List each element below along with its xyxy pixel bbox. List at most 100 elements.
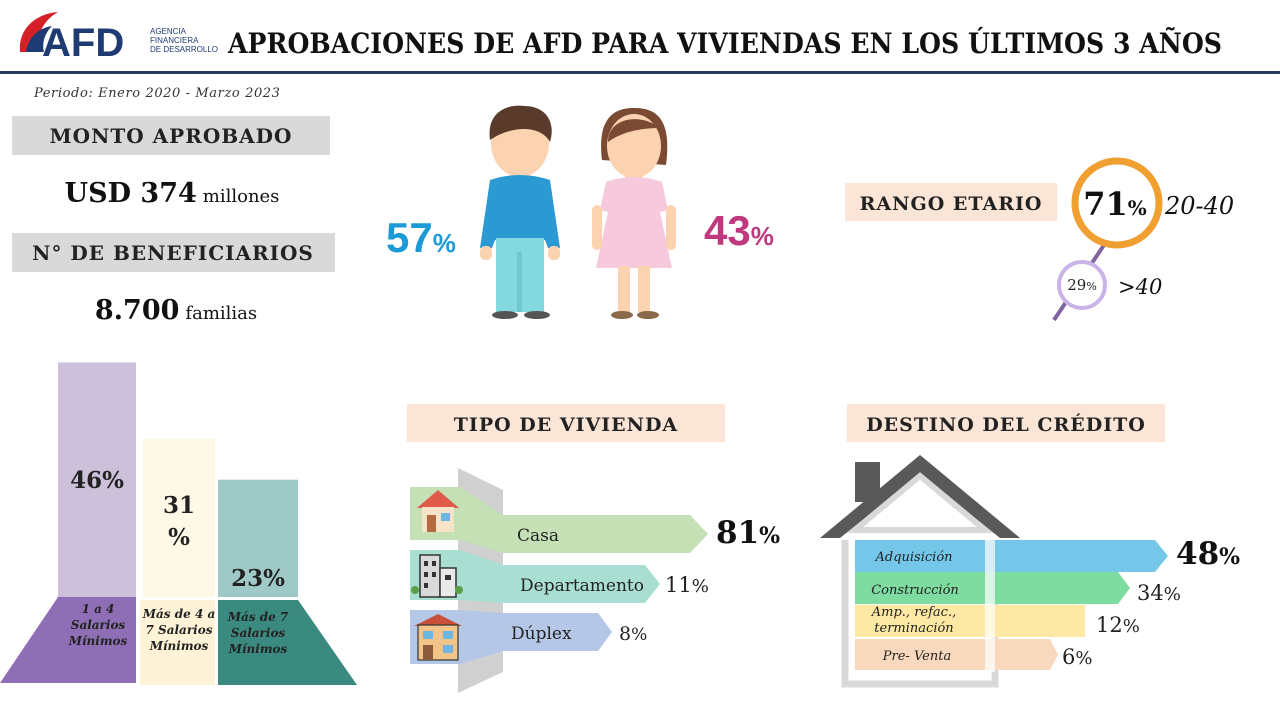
building-icon: [411, 554, 463, 598]
salary-label: Más de 7 Salarios Mínimos: [227, 610, 289, 656]
beneficiaries-value: 8.700: [95, 295, 180, 326]
salary-share: 23%: [231, 565, 285, 592]
destination-value: 48: [1176, 536, 1219, 572]
salary-bar: [58, 362, 136, 597]
men-share: 57%: [386, 214, 456, 261]
destination-name: Amp., refac., terminación: [871, 605, 956, 636]
housing-unit: %: [692, 576, 709, 597]
housing-arrow: [410, 550, 660, 603]
destination-unit: %: [1123, 616, 1140, 637]
destination-value: 34: [1137, 581, 1164, 605]
housing-arrow: [410, 610, 612, 664]
housing-name: Dúplex: [511, 624, 572, 644]
salary-unit: %: [102, 467, 124, 494]
amount-value: USD 374: [65, 178, 197, 209]
salary-bar: [143, 438, 215, 597]
destination-title: DESTINO DEL CRÉDITO: [866, 413, 1146, 436]
header-rule: [0, 71, 1280, 74]
salary-value: 31: [163, 492, 195, 519]
housing-unit: %: [631, 625, 647, 645]
men-value: 57: [386, 214, 433, 261]
destination-name-line: Amp., refac.,: [871, 605, 956, 620]
house-wall: [985, 540, 995, 672]
destination-name: Construcción: [871, 583, 959, 598]
destination-unit: %: [1075, 648, 1092, 669]
destination-unit: %: [1164, 584, 1181, 605]
housing-arrow: [410, 487, 708, 553]
beneficiaries-unit: familias: [185, 303, 257, 324]
housing-name: Casa: [517, 526, 559, 546]
destination-value: 6: [1062, 645, 1075, 669]
logo: AFD AGENCIA FINANCIERA DE DESARROLLO: [19, 12, 218, 65]
age-value: 71: [1083, 185, 1128, 223]
destination-bar: [855, 639, 1058, 670]
housing-value: 8: [619, 623, 631, 645]
destination-name-line: terminación: [874, 621, 953, 636]
destination-bar: [855, 605, 1085, 637]
housing-value: 11: [665, 573, 692, 597]
salary-unit: %: [263, 565, 285, 592]
housing-share: 8%: [619, 623, 647, 645]
label-box: [12, 116, 330, 155]
salary-base: [0, 597, 136, 683]
duplex-icon: [414, 614, 462, 661]
destination-share: 48%: [1176, 536, 1240, 572]
women-share: 43%: [704, 207, 774, 254]
page-title: APROBACIONES DE AFD PARA VIVIENDAS EN LO…: [227, 26, 1222, 60]
women-unit: %: [751, 221, 774, 251]
age-value: 29: [1067, 276, 1086, 294]
logo-subtitle: FINANCIERA: [150, 36, 199, 45]
destination-share: 12%: [1096, 613, 1140, 637]
housing-unit: %: [759, 523, 780, 549]
salary-value: 46: [70, 467, 102, 494]
logo-swoosh: [26, 26, 52, 52]
salary-chart: 46% 31 % 23%: [0, 362, 357, 685]
beneficiaries: 8.700 familias: [95, 295, 257, 326]
destination-name: Adquisición: [874, 550, 952, 565]
salary-base: [140, 600, 215, 685]
age-unit: %: [1086, 280, 1096, 293]
salary-share: 46%: [70, 467, 124, 494]
salary-base: [218, 600, 357, 685]
destination-name: Pre- Venta: [882, 649, 951, 664]
label-box: [407, 404, 725, 442]
housing-share: 11%: [665, 573, 709, 597]
label-box: [12, 233, 335, 272]
salary-label: Más de 4 a 7 Salarios Mínimos: [142, 607, 216, 653]
age-share: 71%: [1083, 185, 1147, 223]
salary-label: 1 a 4 Salarios Mínimos: [68, 602, 128, 648]
logo-subtitle: DE DESARROLLO: [150, 45, 218, 54]
destination-unit: %: [1219, 544, 1240, 570]
salary-unit: %: [168, 524, 190, 551]
destination-share: 34%: [1137, 581, 1181, 605]
label-box: [847, 404, 1165, 442]
woman-figure: [592, 108, 676, 319]
age-circle: [1071, 157, 1163, 249]
destination-share: 6%: [1062, 645, 1092, 669]
men-unit: %: [433, 228, 456, 258]
house-icon: [417, 490, 459, 532]
amount: USD 374 millones: [65, 178, 280, 209]
period: Periodo: Enero 2020 - Marzo 2023: [33, 86, 281, 101]
salary-bar: [218, 479, 298, 597]
housing-name: Departamento: [520, 576, 644, 596]
women-value: 43: [704, 207, 751, 254]
logo-text: AFD: [42, 21, 124, 65]
beneficiaries-label: N° DE BENEFICIARIOS: [32, 241, 314, 265]
amount-unit: millones: [203, 186, 280, 207]
age-range: 20-40: [1164, 192, 1234, 220]
age-unit: %: [1128, 196, 1147, 220]
housing-share: 81%: [716, 515, 780, 551]
age-circle: [1057, 260, 1107, 310]
amount-label: MONTO APROBADO: [50, 124, 293, 148]
destination-bar: [855, 540, 1168, 572]
age-range: >40: [1118, 275, 1162, 299]
logo-subtitle: AGENCIA: [150, 27, 187, 36]
age-label: RANGO ETARIO: [860, 193, 1043, 215]
destination-value: 12: [1096, 613, 1123, 637]
housing-value: 81: [716, 515, 759, 551]
label-box: [845, 183, 1057, 221]
salary-value: 23: [231, 565, 263, 592]
